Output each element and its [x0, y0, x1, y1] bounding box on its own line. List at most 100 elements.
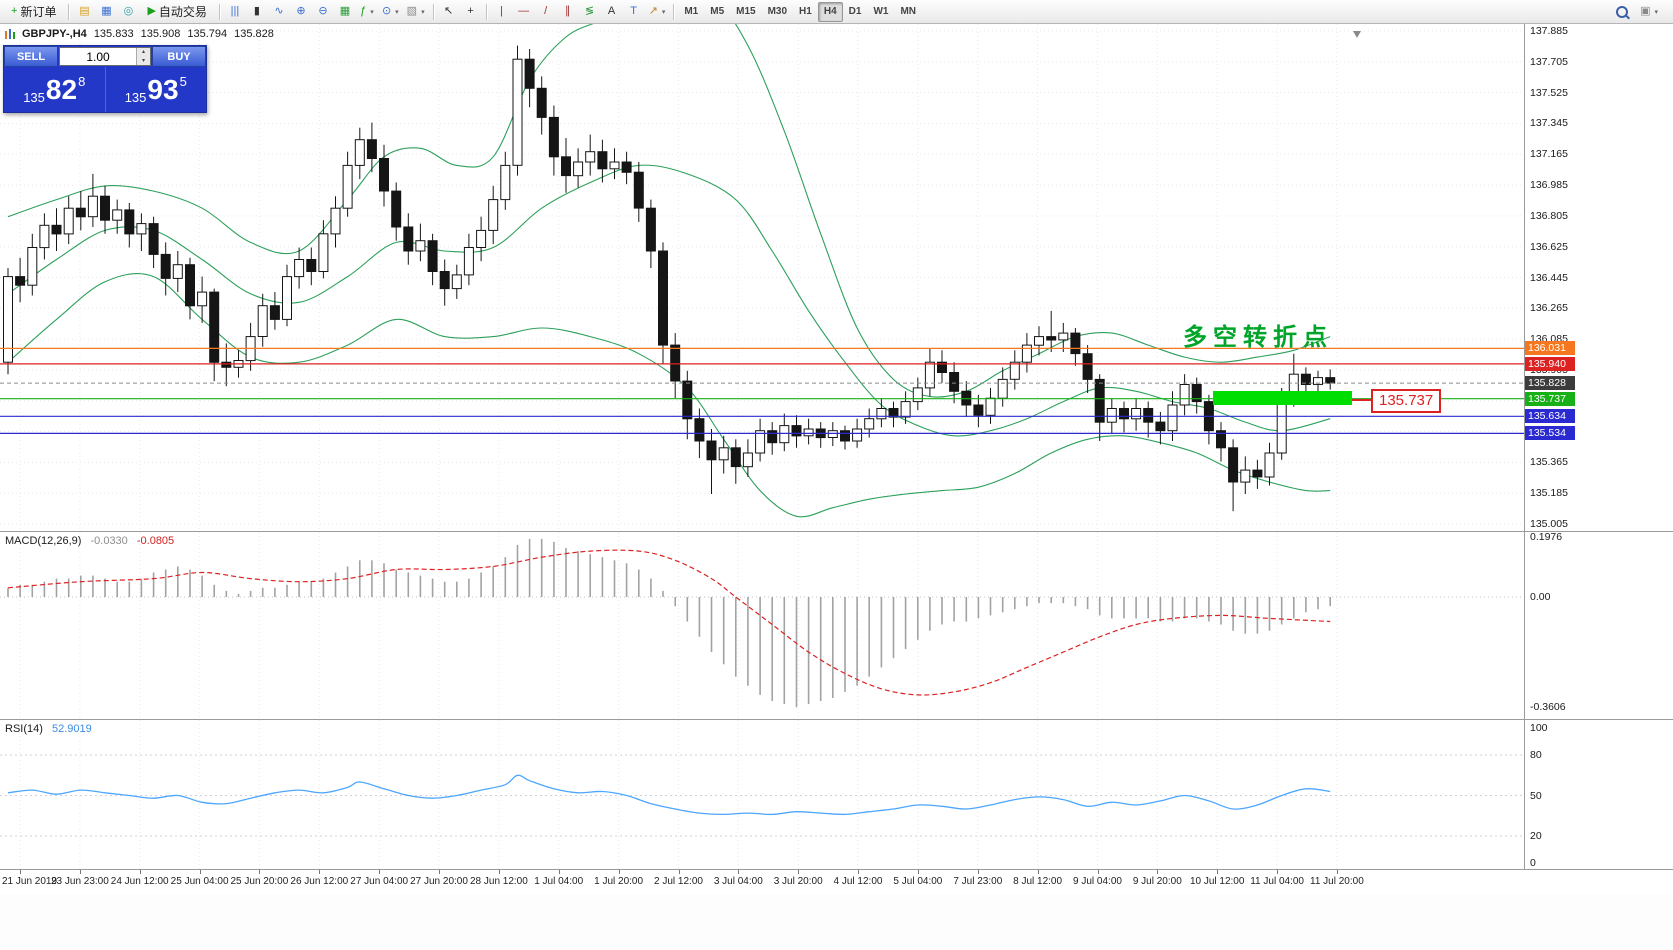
buy-button[interactable]: BUY	[152, 46, 206, 67]
timeframe-d1[interactable]: D1	[843, 2, 868, 22]
time-axis-tick	[917, 870, 919, 874]
macd-axis-label: -0.3606	[1530, 701, 1566, 714]
time-axis-label: 9 Jul 20:00	[1132, 876, 1182, 887]
ohlc-header: GBPJPY-,H4 135.833 135.908 135.794 135.8…	[5, 28, 274, 40]
price-callout-label[interactable]: 135.737	[1371, 389, 1442, 413]
time-axis-tick	[1277, 870, 1279, 874]
rsi-svg	[0, 720, 1524, 869]
ohlc-low: 135.794	[187, 28, 228, 40]
rsi-value: 52.9019	[51, 723, 92, 735]
highlight-rectangle[interactable]	[1213, 391, 1352, 405]
timeframe-m5[interactable]: M5	[704, 2, 730, 22]
market-watch-icon: ▦	[101, 5, 112, 17]
timeframe-w1[interactable]: W1	[867, 2, 894, 22]
main-chart-svg	[0, 24, 1524, 531]
dropdown-arrow-icon: ▾	[421, 8, 425, 16]
dropdown-arrow-icon: ▾	[1654, 8, 1658, 16]
buy-price-big: 93	[147, 73, 179, 105]
zoom-in-button[interactable]: ⊕	[290, 2, 312, 22]
sell-price-prefix: 135	[23, 90, 45, 105]
volume-spinner[interactable]: ▴ ▾	[136, 48, 150, 65]
grid-button[interactable]: ▦	[334, 2, 356, 22]
sell-price[interactable]: 135 82 8	[4, 67, 106, 112]
channel-button[interactable]: ∥	[557, 2, 579, 22]
volume-down-icon[interactable]: ▾	[141, 58, 145, 64]
rsi-axis-label: 0	[1530, 857, 1536, 869]
toolbar-separator	[432, 3, 434, 20]
time-axis-label: 1 Jul 20:00	[594, 876, 644, 887]
timeframe-h4[interactable]: H4	[817, 1, 843, 22]
market-watch-button[interactable]: ▦	[95, 2, 117, 22]
line-chart-button[interactable]: ∿	[268, 2, 290, 22]
ohlc-close: 135.828	[234, 28, 274, 40]
time-axis-label: 2 Jul 12:00	[654, 876, 703, 887]
price-axis-label: 136.985	[1530, 179, 1568, 192]
time-axis: 21 Jun 2019 23 Jun 23:00 24 Jun 12:00 25 Ju…	[0, 869, 1673, 894]
price-axis-tag: 135.737	[1525, 391, 1575, 406]
horizontal-line-button[interactable]: —	[513, 2, 535, 22]
symbol-search-button[interactable]	[1611, 2, 1633, 22]
main-toolbar: + 新订单 ▤ ▦ ◎ ▶ 自动交易 ||| ▮ ∿ ⊕ ⊖ ▦ ƒ ▾ ⊙ ▾ ▧ ▾ ↖ + | — / ∥ ≶ A T ↗ ▾ M1 M…	[0, 0, 1673, 24]
window-layout-button[interactable]: ▣ ▾	[1636, 2, 1662, 22]
candlesticks	[3, 45, 1336, 512]
timeframe-h1[interactable]: H1	[793, 2, 818, 22]
text-label-button[interactable]: T	[623, 2, 645, 22]
vertical-line-button[interactable]: |	[491, 2, 513, 22]
autotrading-button[interactable]: ▶ 自动交易	[139, 2, 214, 22]
time-axis-label: 24 Jun 12:00	[110, 876, 169, 887]
rsi-title: RSI(14)	[5, 723, 43, 735]
crosshair-icon: +	[467, 5, 474, 17]
time-axis-label: 27 Jun 04:00	[350, 876, 409, 887]
crosshair-button[interactable]: +	[460, 2, 482, 22]
price-axis-tag: 135.634	[1525, 409, 1575, 424]
text-button[interactable]: A	[601, 2, 623, 22]
volume-input[interactable]: 1.00 ▴ ▾	[59, 47, 151, 66]
sell-button[interactable]: SELL	[4, 46, 58, 67]
trendline-button[interactable]: /	[535, 2, 557, 22]
toolbar-right-group: ▣ ▾	[1611, 2, 1670, 22]
indicators-button[interactable]: ƒ ▾	[356, 2, 378, 22]
time-axis-tick	[439, 870, 440, 874]
symbol-period-label: GBPJPY-,H4	[22, 28, 87, 40]
time-axis-label: 10 Jul 12:00	[1189, 876, 1245, 887]
timeframe-mn[interactable]: MN	[894, 2, 922, 22]
rsi-grid	[0, 720, 1524, 869]
rsi-axis: 100 80 50 20 0	[1524, 720, 1673, 869]
timeframe-m30[interactable]: M30	[762, 2, 793, 22]
cursor-button[interactable]: ↖	[438, 2, 460, 22]
annotation-text[interactable]: 多空转折点	[1183, 324, 1333, 351]
channel-icon: ∥	[564, 5, 571, 17]
price-axis-label: 137.345	[1530, 117, 1568, 130]
dropdown-arrow-icon: ▾	[370, 8, 374, 16]
price-axis-label: 135.005	[1530, 518, 1568, 530]
time-axis-label: 3 Jul 04:00	[713, 876, 763, 887]
macd-value-signal: -0.0805	[136, 535, 175, 547]
new-order-button[interactable]: + 新订单	[3, 2, 64, 22]
navigator-button[interactable]: ◎	[117, 2, 139, 22]
timeframe-m1[interactable]: M1	[678, 2, 704, 22]
arrows-button[interactable]: ↗ ▾	[645, 2, 670, 22]
horizontal-line-icon: —	[518, 5, 530, 17]
templates-button[interactable]: ▧ ▾	[403, 2, 429, 22]
periods-icon: ⊙	[381, 5, 392, 17]
time-axis-tick	[618, 870, 620, 874]
time-axis-tick	[379, 870, 381, 874]
fibonacci-button[interactable]: ≶	[579, 2, 601, 22]
zoom-in-icon: ⊕	[296, 5, 306, 17]
line-chart-icon: ∿	[274, 5, 284, 17]
chart-windows-button[interactable]: ▤	[73, 2, 95, 22]
time-axis-tick	[139, 870, 141, 874]
bars-chart-button[interactable]: |||	[224, 2, 246, 22]
autotrading-button-label: 自动交易	[158, 5, 207, 19]
rsi-axis-label: 20	[1530, 830, 1542, 842]
sell-price-sup: 8	[78, 74, 86, 89]
time-axis-tick	[1336, 870, 1338, 874]
timeframe-m15[interactable]: M15	[730, 2, 761, 22]
buy-price[interactable]: 135 93 5	[106, 67, 207, 112]
candlestick-chart-button[interactable]: ▮	[246, 2, 268, 22]
macd-title: MACD(12,26,9)	[5, 535, 82, 547]
volume-up-icon[interactable]: ▴	[141, 49, 145, 55]
rsi-axis-label: 50	[1530, 789, 1542, 802]
zoom-out-button[interactable]: ⊖	[312, 2, 334, 22]
periods-button[interactable]: ⊙ ▾	[378, 2, 403, 22]
